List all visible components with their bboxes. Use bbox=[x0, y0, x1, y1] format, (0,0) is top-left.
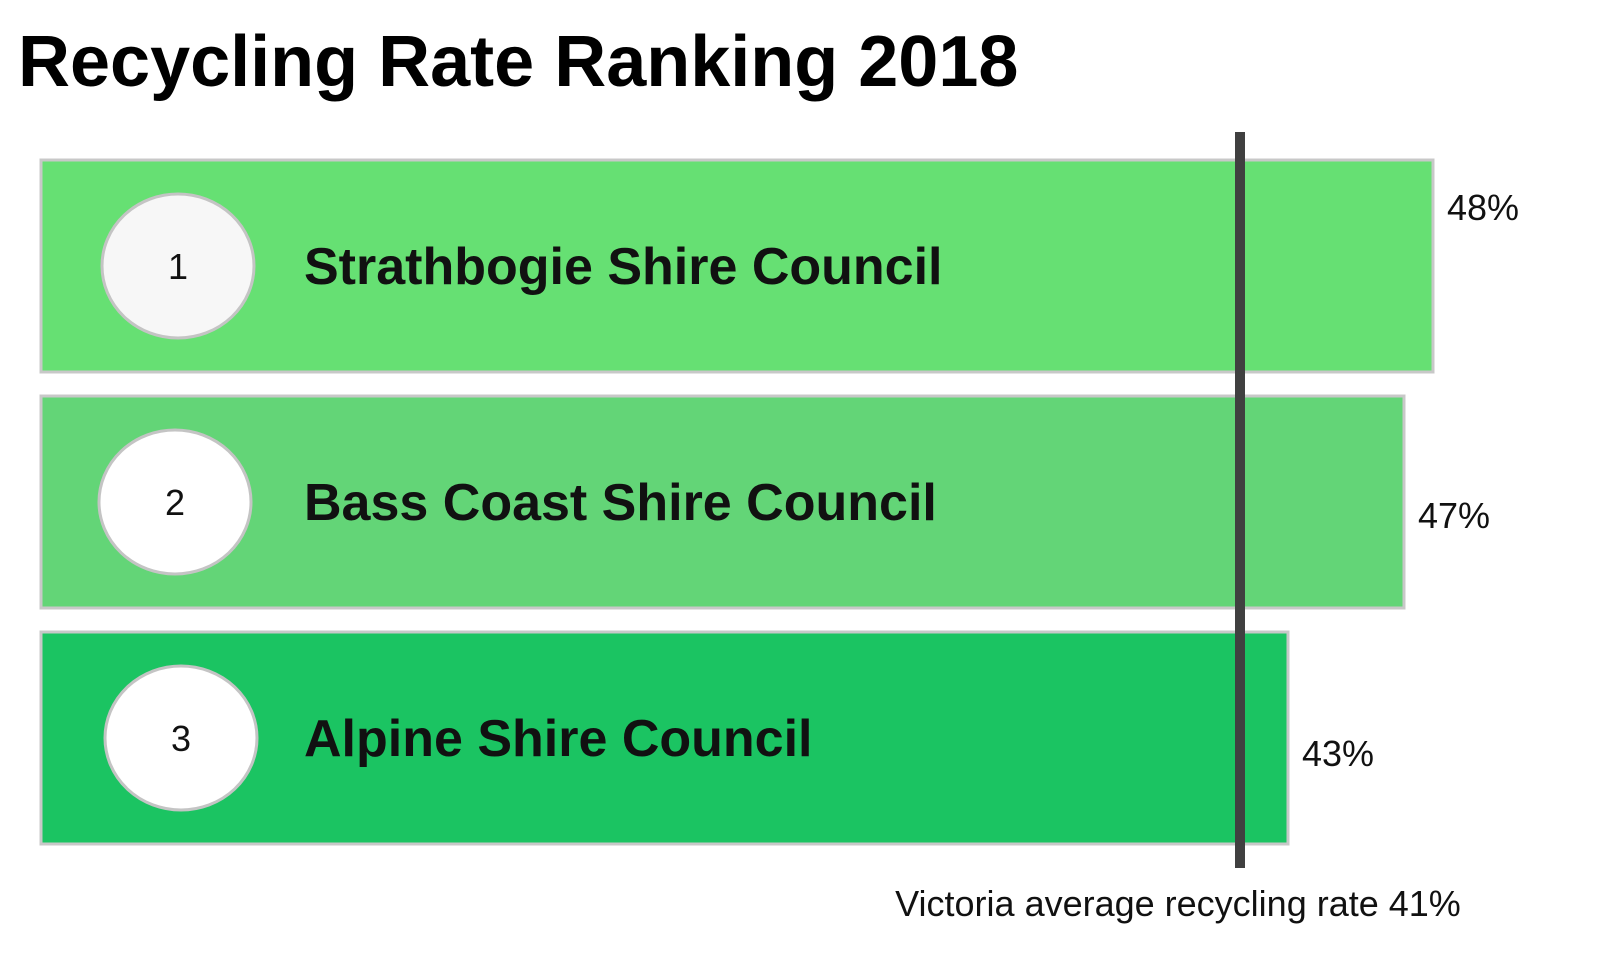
rank-label-3: 3 bbox=[171, 718, 191, 759]
value-label-3: 43% bbox=[1302, 733, 1374, 774]
chart-title: Recycling Rate Ranking 2018 bbox=[18, 22, 1018, 102]
average-reference-label: Victoria average recycling rate 41% bbox=[895, 883, 1461, 924]
rank-circle-1 bbox=[100, 192, 256, 340]
rank-circle-3 bbox=[103, 664, 259, 812]
value-label-2: 47% bbox=[1418, 495, 1490, 536]
category-label-3: Alpine Shire Council bbox=[304, 710, 813, 768]
category-label-2: Bass Coast Shire Council bbox=[304, 474, 937, 532]
bars-layer: 1 Strathbogie Shire Council 48% 2 Bass Coast… bbox=[39, 158, 1519, 846]
rank-label-2: 2 bbox=[165, 482, 185, 523]
category-label-1: Strathbogie Shire Council bbox=[304, 238, 943, 296]
value-label-1: 48% bbox=[1447, 187, 1519, 228]
rank-label-1: 1 bbox=[168, 246, 188, 287]
bar-2 bbox=[39, 394, 1406, 610]
bar-1 bbox=[39, 158, 1435, 374]
rank-circle-2 bbox=[97, 428, 253, 576]
